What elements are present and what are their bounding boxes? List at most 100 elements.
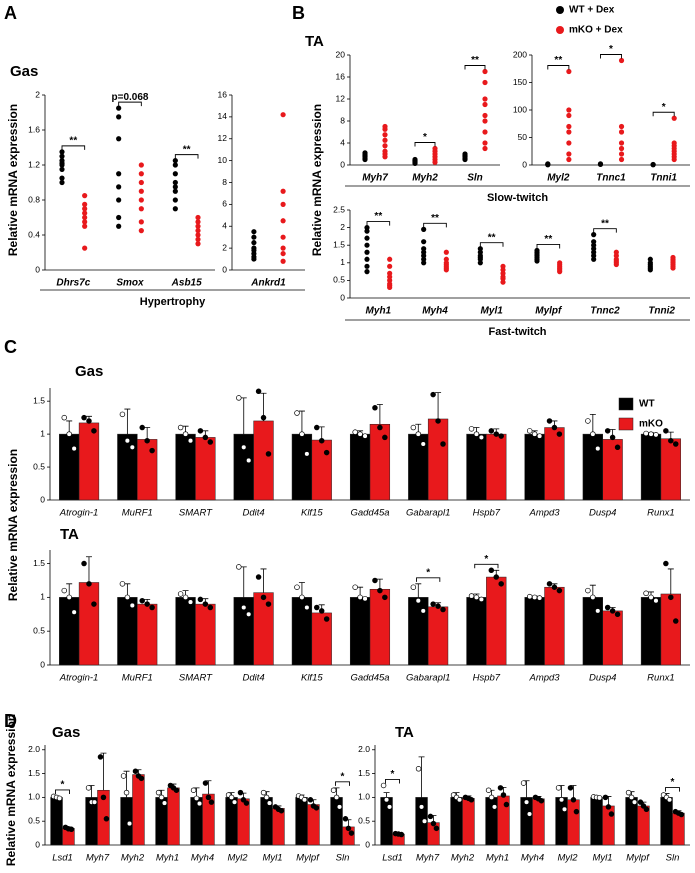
dot [172,171,178,177]
data-point [182,594,189,601]
dot [195,232,201,238]
data-point [61,414,68,421]
dot [364,235,370,241]
data-point [348,830,355,836]
x-tick-label: Ddit4 [243,673,265,684]
bar [408,597,429,666]
significance-bracket [118,101,142,107]
significance-bracket [174,154,199,159]
data-point [56,795,63,802]
data-point [456,797,463,803]
bar [637,805,650,846]
error-bar [667,431,674,439]
data-point [415,597,422,604]
y-tick-label: 1.5 [33,558,45,568]
data-point [190,787,197,793]
y-tick-label: 1.0 [28,792,40,802]
y-axis-label: Relative mRNA expression [4,714,18,866]
y-tick-label: 1 [40,592,45,602]
data-point [497,785,504,791]
data-point [207,604,214,611]
dot [172,179,178,186]
panel-label: A [4,3,17,23]
y-tick-label: 50 [518,132,528,142]
dot [477,260,483,266]
data-point [123,789,130,796]
legend-label: WT + Dex [569,5,615,16]
x-tick-label: Ampd3 [528,673,560,684]
data-point [240,444,247,451]
dot [116,171,122,177]
data-point [197,596,204,603]
data-point [558,797,565,803]
data-point [377,424,383,431]
data-point [485,787,492,793]
data-point [590,594,596,601]
data-point [380,782,387,789]
y-tick-label: 1.5 [333,239,345,249]
y-tick-label: 16 [218,89,228,99]
data-point [536,433,543,439]
error-bar [376,404,383,425]
dot [82,219,88,225]
bar [582,433,603,501]
dot [500,279,506,285]
x-tick-label: Myh1 [486,853,509,864]
dot [195,214,201,221]
y-tick-label: 12 [218,133,228,143]
x-tick-label: Myh2 [451,853,475,864]
dot [412,160,418,166]
dot [138,179,144,186]
data-point [245,457,252,464]
y-tick-label: 200 [513,49,527,59]
data-point [86,418,92,424]
y-tick-label: 2.0 [28,744,40,754]
x-tick-label: Sln [336,853,350,864]
significance-bracket [600,54,622,59]
x-tick-label: Dusp4 [589,673,616,684]
bar [544,586,565,666]
dot [482,129,488,135]
x-tick-label: Myl1 [481,306,504,317]
data-point [488,428,495,434]
x-axis-label: Slow-twitch [487,192,548,204]
data-point [161,800,168,806]
x-tick-label: Dhrs7c [56,278,90,289]
data-point [236,564,242,570]
y-tick-label: 1.6 [28,124,40,134]
data-point [383,797,390,803]
data-point [498,433,504,439]
data-point [473,431,480,437]
x-tick-label: Lsd1 [52,853,73,864]
x-tick-label: Tnni1 [650,173,677,184]
dot [566,112,572,119]
data-point [236,395,242,401]
dot [82,206,88,212]
bar [660,438,681,501]
y-tick-label: 0.5 [28,815,40,825]
data-point [100,794,107,801]
data-point [478,596,485,603]
data-point [81,414,87,421]
x-tick-label: Ampd3 [528,508,560,519]
x-tick-label: Dusp4 [589,508,616,519]
data-point [323,449,330,456]
data-point [330,787,337,793]
data-point [91,799,98,805]
y-tick-label: 4 [340,137,345,147]
data-point [103,816,110,822]
x-tick-label: Myl2 [557,853,578,864]
data-point [362,595,368,602]
dot [591,232,597,238]
data-point [177,591,184,597]
data-point [473,594,480,601]
legend-label: mKO [639,419,663,430]
significance-label: * [662,102,666,113]
data-point [278,807,285,814]
y-tick-label: 0.5 [333,275,345,285]
data-point [294,584,300,590]
data-point [345,825,352,832]
dot [195,219,201,225]
data-point [614,444,621,451]
